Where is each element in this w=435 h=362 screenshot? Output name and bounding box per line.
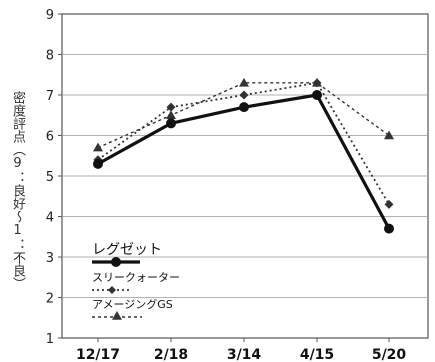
legend-marker-1 — [108, 286, 116, 294]
y-tick-label: 7 — [46, 89, 54, 104]
legend-marker-0 — [111, 257, 121, 267]
data-point-s2 — [166, 110, 176, 119]
x-tick-label: 3/14 — [227, 347, 262, 362]
x-tick-label: 12/17 — [76, 347, 120, 362]
legend-label-0: レグゼット — [92, 242, 162, 258]
data-point-s1 — [384, 199, 394, 209]
y-tick-label: 6 — [46, 130, 54, 145]
y-axis-label: 密度評点（9：良好～1：不良） — [10, 90, 25, 290]
y-tick-label: 4 — [46, 211, 54, 226]
y-tick-label: 5 — [46, 170, 54, 185]
x-tick-label: 4/15 — [300, 347, 334, 362]
y-tick-label: 2 — [46, 292, 54, 307]
data-point-s0 — [166, 118, 176, 129]
y-tick-label: 1 — [46, 332, 54, 347]
data-point-s0 — [384, 223, 394, 234]
data-point-s2 — [93, 142, 103, 152]
legend-marker-2 — [112, 311, 122, 320]
data-point-s1 — [166, 102, 176, 112]
data-point-s2 — [384, 130, 394, 140]
series-line-0 — [97, 93, 391, 230]
y-tick-label: 3 — [46, 251, 54, 266]
x-tick-label: 5/20 — [372, 347, 407, 362]
data-point-s1 — [312, 78, 322, 88]
data-point-s1 — [239, 90, 249, 100]
data-point-s0 — [93, 158, 103, 169]
legend-label-2: アメージングGS — [92, 297, 173, 311]
y-tick-label: 8 — [46, 49, 54, 64]
data-point-s2 — [239, 77, 249, 87]
data-point-s0 — [239, 102, 249, 113]
x-tick-label: 2/18 — [154, 347, 188, 362]
series-line-1 — [97, 81, 390, 205]
legend-label-1: スリークォーター — [92, 271, 180, 284]
y-tick-label: 9 — [46, 8, 54, 23]
data-point-s0 — [312, 90, 322, 100]
